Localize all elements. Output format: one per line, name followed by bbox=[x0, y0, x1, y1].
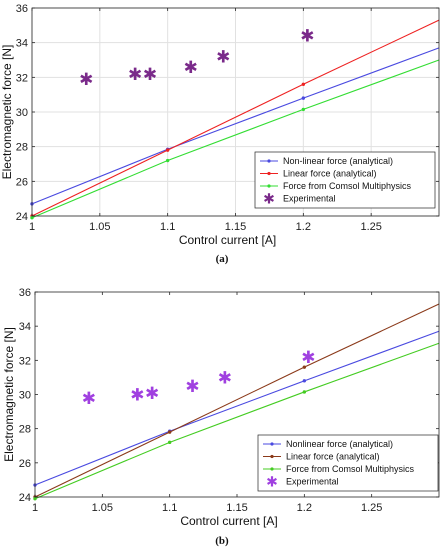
series-line bbox=[31, 47, 440, 205]
x-tick-label: 1.15 bbox=[225, 221, 246, 233]
legend-swatch-marker bbox=[270, 442, 274, 446]
experimental-marker: ✱ bbox=[184, 58, 198, 78]
x-tick-label: 1 bbox=[29, 221, 35, 233]
panel-caption: (a) bbox=[216, 253, 229, 265]
data-point bbox=[33, 497, 37, 501]
x-tick-label: 1.25 bbox=[360, 221, 381, 233]
experimental-marker: ✱ bbox=[300, 27, 314, 47]
y-tick-label: 24 bbox=[16, 211, 28, 223]
data-point bbox=[165, 158, 170, 163]
y-tick-label: 36 bbox=[16, 3, 28, 15]
x-tick-label: 1.15 bbox=[226, 502, 247, 514]
legend-entry: Linear force (analytical) bbox=[283, 169, 377, 179]
chart-panel-b: ✱ ✱ ✱ ✱ ✱✱1 1.05 1.1 1.15 1.2 1.2524262830323436C… bbox=[2, 287, 440, 547]
y-axis-label: Electromagnetic force [N] bbox=[0, 45, 14, 180]
legend-entry: Linear force (analytical) bbox=[286, 452, 380, 462]
legend-swatch-marker bbox=[270, 454, 274, 459]
experimental-marker: ✱ bbox=[145, 384, 159, 404]
legend-entry: Force from Comsol Multiphysics bbox=[286, 464, 415, 474]
y-axis-label: Electromagnetic force [N] bbox=[2, 327, 16, 462]
y-tick-label: 34 bbox=[16, 38, 28, 50]
legend-entry: Experimental bbox=[286, 477, 339, 487]
y-tick-label: 28 bbox=[16, 142, 28, 154]
legend-swatch-marker: ✱ bbox=[266, 475, 278, 491]
x-tick-label: 1.1 bbox=[160, 221, 175, 233]
legend-swatch-marker: ✱ bbox=[263, 192, 275, 208]
y-tick-label: 26 bbox=[16, 176, 28, 188]
x-tick-label: 1.1 bbox=[162, 502, 177, 514]
data-point bbox=[302, 365, 307, 369]
data-point bbox=[30, 216, 34, 220]
experimental-marker: ✱ bbox=[82, 389, 96, 409]
data-point bbox=[165, 148, 170, 152]
data-point bbox=[301, 82, 306, 86]
x-tick-label: 1 bbox=[32, 502, 38, 514]
data-point bbox=[301, 107, 306, 112]
x-tick-label: 1.05 bbox=[89, 221, 110, 233]
legend: Non-linear force (analytical) Linear forc… bbox=[254, 151, 436, 209]
x-tick-label: 1.25 bbox=[361, 502, 382, 514]
y-tick-label: 36 bbox=[19, 287, 31, 299]
x-tick-label: 1.2 bbox=[297, 502, 312, 514]
legend-entry: Experimental bbox=[283, 194, 336, 204]
y-tick-label: 30 bbox=[16, 107, 28, 119]
legend-box bbox=[257, 434, 439, 492]
series-line bbox=[31, 19, 440, 217]
data-point bbox=[301, 96, 306, 100]
y-tick-label: 24 bbox=[19, 492, 31, 504]
series-line bbox=[34, 330, 440, 486]
series-line bbox=[34, 303, 440, 498]
legend-swatch-marker bbox=[270, 467, 274, 471]
experimental-marker: ✱ bbox=[143, 65, 157, 85]
series-line bbox=[31, 59, 440, 219]
legend-swatch-marker bbox=[267, 184, 271, 188]
legend: Nonlinear force (analytical) Linear force… bbox=[257, 434, 439, 492]
y-tick-label: 28 bbox=[19, 424, 31, 436]
experimental-marker: ✱ bbox=[216, 48, 230, 68]
experimental-marker: ✱ bbox=[301, 348, 315, 368]
panel-caption: (b) bbox=[215, 535, 229, 547]
chart-panel-a: ✱ ✱ ✱ ✱✱✱1 1.05 1.1 1.15 1.2 1.2524262830323436C… bbox=[0, 3, 440, 265]
experimental-marker: ✱ bbox=[130, 386, 144, 406]
data-point bbox=[167, 440, 172, 445]
series-line bbox=[34, 342, 440, 500]
experimental-marker: ✱ bbox=[128, 65, 142, 85]
y-tick-label: 32 bbox=[16, 72, 28, 84]
legend-box bbox=[254, 151, 436, 209]
data-point bbox=[302, 390, 307, 394]
experimental-marker: ✱ bbox=[185, 377, 199, 397]
data-point bbox=[167, 430, 172, 434]
y-tick-label: 34 bbox=[19, 321, 31, 333]
experimental-marker: ✱ bbox=[79, 70, 93, 90]
legend-entry: Force from Comsol Multiphysics bbox=[283, 181, 412, 191]
x-tick-label: 1.2 bbox=[296, 221, 311, 233]
x-axis-label: Control current [A] bbox=[180, 514, 277, 528]
experimental-marker: ✱ bbox=[218, 368, 232, 388]
y-tick-label: 30 bbox=[19, 390, 31, 402]
legend-entry: Nonlinear force (analytical) bbox=[286, 439, 393, 449]
x-axis-label: Control current [A] bbox=[179, 233, 276, 247]
y-tick-label: 26 bbox=[19, 458, 31, 470]
y-tick-label: 32 bbox=[19, 355, 31, 367]
legend-swatch-marker bbox=[267, 159, 271, 163]
legend-entry: Non-linear force (analytical) bbox=[283, 156, 393, 166]
data-point bbox=[302, 379, 307, 383]
legend-swatch-marker bbox=[267, 171, 271, 176]
x-tick-label: 1.05 bbox=[92, 502, 113, 514]
